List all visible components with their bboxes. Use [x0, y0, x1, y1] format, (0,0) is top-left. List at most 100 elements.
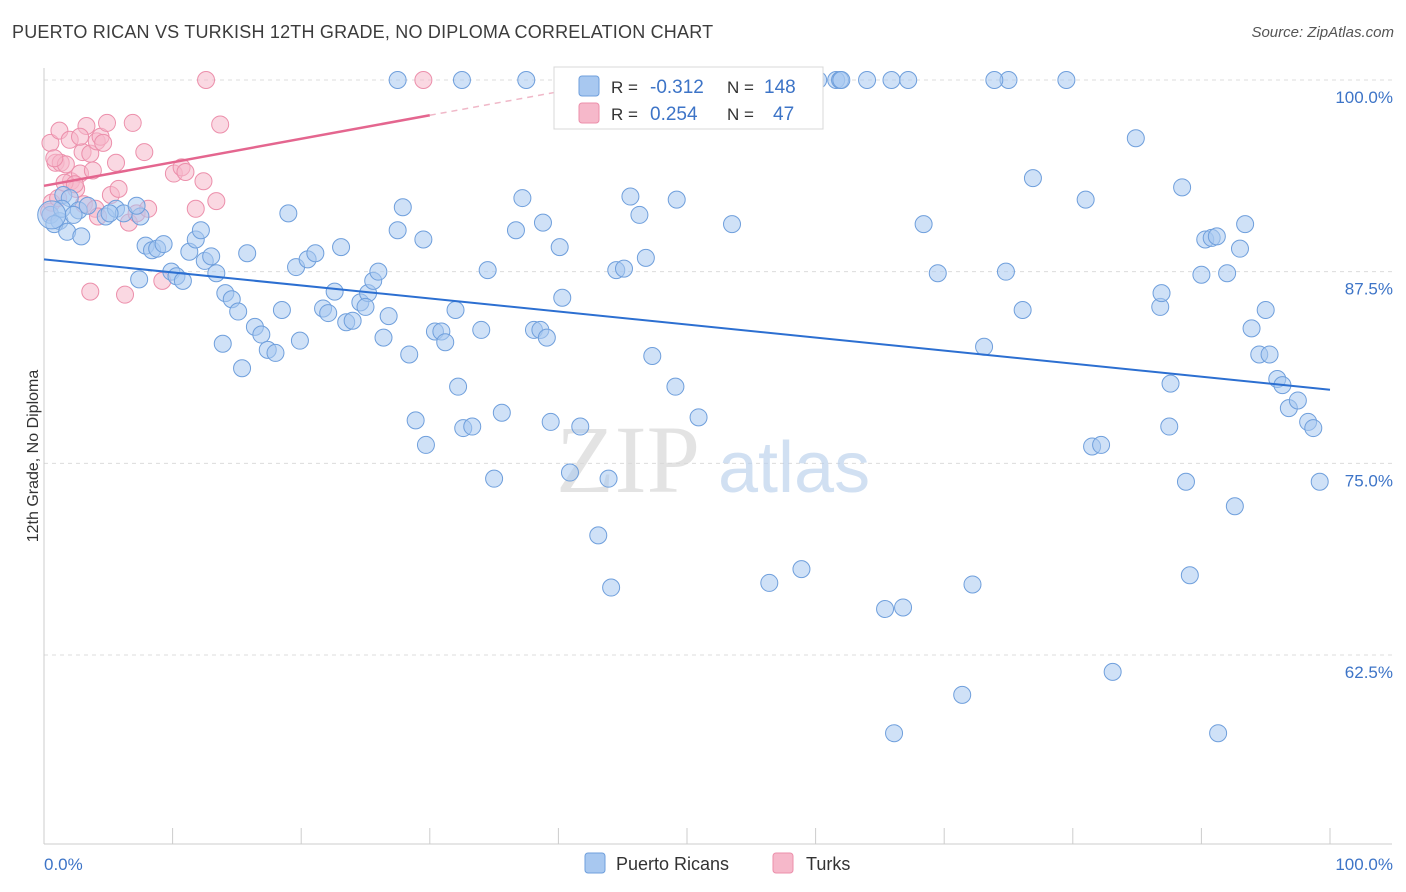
y-tick-label: 100.0%	[1335, 88, 1393, 107]
puerto-ricans-point	[446, 301, 465, 319]
puerto-ricans-point	[449, 377, 468, 396]
puerto-ricans-point	[343, 311, 362, 330]
puerto-ricans-point	[1013, 301, 1032, 319]
legend-r-value-2: 0.254	[650, 104, 698, 125]
turks-point	[107, 153, 126, 172]
turks-point	[123, 113, 142, 132]
puerto-ricans-point	[832, 71, 851, 89]
y-tick-label: 75.0%	[1345, 471, 1393, 490]
puerto-ricans-point	[1180, 566, 1199, 585]
puerto-ricans-point	[400, 345, 419, 364]
puerto-ricans-point	[127, 196, 146, 215]
puerto-ricans-point	[356, 297, 375, 316]
puerto-ricans-point	[252, 325, 271, 344]
puerto-ricans-point	[541, 412, 560, 431]
puerto-ricans-point	[858, 71, 877, 89]
puerto-ricans-point	[1126, 129, 1145, 148]
puerto-ricans-point	[689, 408, 708, 427]
y-tick-label: 62.5%	[1345, 663, 1393, 682]
source-label: Source: ZipAtlas.com	[1251, 24, 1394, 41]
puerto-ricans-point	[406, 411, 425, 430]
legend-r-label-2: R =	[611, 105, 638, 124]
correlation-legend: R = -0.312 N = 148 R = 0.254 N = 47	[553, 66, 824, 130]
puerto-ricans-point	[1192, 265, 1211, 284]
puerto-ricans-point	[452, 71, 471, 89]
puerto-ricans-point	[630, 205, 649, 224]
puerto-ricans-point	[154, 235, 173, 254]
puerto-ricans-point	[388, 221, 407, 240]
puerto-ricans-point	[1176, 472, 1195, 491]
puerto-ricans-point	[636, 248, 655, 267]
turks-point	[71, 127, 90, 146]
turks-point	[109, 179, 128, 198]
legend-r-label-1: R =	[611, 78, 638, 97]
series-legend-swatch-blue	[584, 852, 606, 874]
puerto-ricans-point	[325, 282, 344, 301]
turks-point	[176, 163, 195, 181]
puerto-ricans-point	[1209, 724, 1228, 743]
puerto-ricans-point	[1230, 239, 1249, 258]
legend-n-label-2: N =	[727, 105, 754, 124]
turks-point	[94, 133, 113, 152]
puerto-ricans-point	[533, 213, 552, 232]
y-axis-label: 12th Grade, No Diploma	[25, 370, 42, 543]
puerto-ricans-point	[614, 259, 633, 278]
y-tick-labels: 100.0% 87.5% 75.0% 62.5%	[1335, 88, 1393, 682]
puerto-ricans-point	[571, 417, 590, 436]
puerto-ricans-point	[760, 573, 779, 592]
puerto-ricans-point	[369, 262, 388, 281]
puerto-ricans-point	[928, 264, 947, 283]
puerto-ricans-point	[238, 244, 257, 263]
puerto-ricans-point	[1103, 662, 1122, 681]
legend-r-value-1: -0.312	[650, 77, 704, 98]
turks-point	[207, 192, 226, 211]
puerto-ricans-point	[1057, 71, 1076, 89]
legend-n-label-1: N =	[727, 78, 754, 97]
x-tick-label-min: 0.0%	[44, 855, 83, 874]
puerto-ricans-point	[1092, 435, 1111, 454]
puerto-ricans-point	[996, 262, 1015, 281]
puerto-ricans-point	[1161, 374, 1180, 393]
puerto-ricans-point	[202, 247, 221, 266]
puerto-ricans-point	[130, 270, 149, 289]
puerto-ricans-point	[963, 575, 982, 594]
turks-point	[414, 71, 433, 89]
puerto-ricans-point	[792, 560, 811, 579]
y-tick-label: 87.5%	[1345, 280, 1393, 299]
puerto-ricans-point	[914, 215, 933, 234]
chart-title: PUERTO RICAN VS TURKISH 12TH GRADE, NO D…	[12, 22, 714, 42]
turks-point	[116, 285, 135, 304]
puerto-ricans-point	[393, 198, 412, 217]
puerto-ricans-point	[272, 301, 291, 319]
puerto-ricans-point	[537, 328, 556, 347]
puerto-ricans-point	[975, 337, 994, 356]
puerto-ricans-point	[550, 238, 569, 257]
puerto-ricans-point	[1242, 319, 1261, 338]
puerto-ricans-point	[1304, 419, 1323, 438]
puerto-ricans-point	[621, 187, 640, 206]
puerto-ricans-point	[885, 724, 904, 743]
turks-point	[194, 172, 213, 191]
series-legend-label-puerto-ricans: Puerto Ricans	[616, 854, 729, 874]
turks-point	[81, 282, 100, 301]
puerto-ricans-point	[667, 190, 686, 209]
puerto-ricans-point	[589, 526, 608, 545]
turks-point	[135, 143, 154, 162]
series-legend-label-turks: Turks	[806, 854, 850, 874]
puerto-ricans-point	[553, 288, 572, 307]
puerto-ricans-point	[899, 71, 918, 89]
puerto-ricans-point	[472, 320, 491, 339]
axes	[43, 68, 1392, 845]
puerto-ricans-point	[72, 227, 91, 246]
puerto-ricans-point	[602, 578, 621, 597]
puerto-ricans-point	[213, 334, 232, 353]
puerto-ricans-point	[1236, 215, 1255, 234]
puerto-ricans-point	[882, 71, 901, 89]
puerto-ricans-point	[560, 463, 579, 482]
puerto-ricans-point	[290, 331, 309, 350]
trend-lines	[43, 79, 1331, 391]
puerto-ricans-point	[279, 204, 298, 223]
puerto-ricans-point	[374, 328, 393, 347]
legend-n-value-2: 47	[773, 104, 794, 125]
